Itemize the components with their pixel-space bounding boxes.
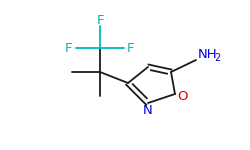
Text: F: F bbox=[65, 42, 73, 54]
Text: N: N bbox=[143, 105, 153, 117]
Text: F: F bbox=[96, 14, 104, 27]
Text: 2: 2 bbox=[214, 53, 220, 63]
Text: O: O bbox=[178, 90, 188, 104]
Text: NH: NH bbox=[198, 48, 218, 62]
Text: F: F bbox=[127, 42, 135, 54]
